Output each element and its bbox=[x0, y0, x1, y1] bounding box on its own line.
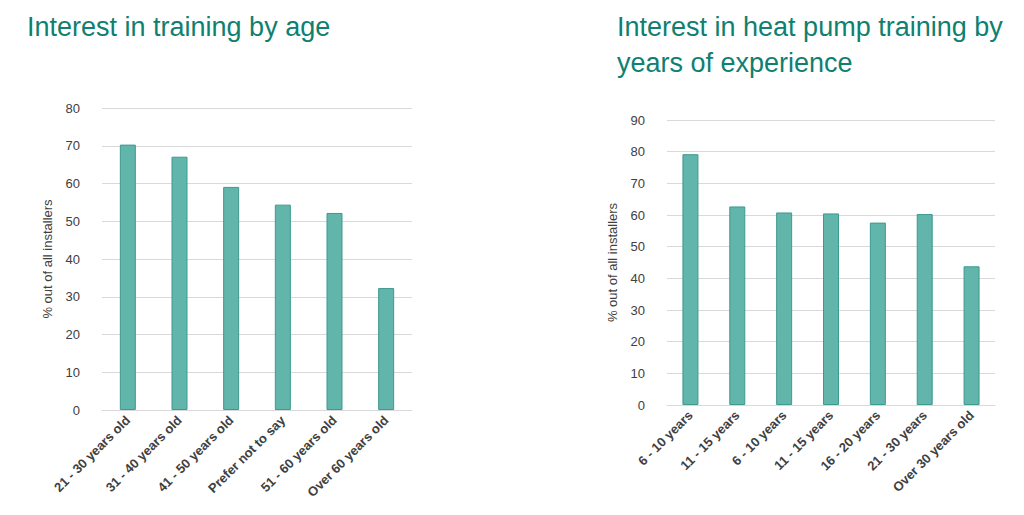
svg-text:40: 40 bbox=[66, 252, 80, 267]
svg-text:6 - 10 years: 6 - 10 years bbox=[635, 407, 696, 469]
svg-text:31 - 40 years old: 31 - 40 years old bbox=[102, 412, 185, 495]
svg-text:Interest in training by age: Interest in training by age bbox=[27, 12, 330, 42]
svg-text:60: 60 bbox=[631, 208, 645, 223]
svg-text:Prefer not to say: Prefer not to say bbox=[205, 412, 289, 496]
svg-text:11 - 15 years: 11 - 15 years bbox=[771, 407, 837, 473]
svg-text:80: 80 bbox=[631, 144, 645, 159]
svg-text:90: 90 bbox=[631, 113, 645, 128]
svg-text:70: 70 bbox=[631, 176, 645, 191]
svg-text:50: 50 bbox=[66, 214, 80, 229]
svg-text:21 - 30 years old: 21 - 30 years old bbox=[51, 412, 134, 495]
svg-text:10: 10 bbox=[66, 365, 80, 380]
svg-text:80: 80 bbox=[66, 101, 80, 116]
svg-text:30: 30 bbox=[631, 303, 645, 318]
svg-text:16 - 20 years: 16 - 20 years bbox=[817, 407, 884, 474]
svg-text:30: 30 bbox=[66, 289, 80, 304]
svg-text:41 - 50 years old: 41 - 50 years old bbox=[154, 412, 237, 495]
svg-text:21 - 30 years: 21 - 30 years bbox=[864, 407, 930, 474]
svg-text:0: 0 bbox=[638, 398, 645, 413]
svg-text:20: 20 bbox=[66, 327, 80, 342]
svg-text:50: 50 bbox=[631, 239, 645, 254]
svg-text:60: 60 bbox=[66, 176, 80, 191]
svg-text:Over 30 years old: Over 30 years old bbox=[890, 408, 977, 495]
svg-text:70: 70 bbox=[66, 138, 80, 153]
svg-text:% out of all installers: % out of all installers bbox=[40, 199, 55, 319]
svg-text:40: 40 bbox=[631, 271, 645, 286]
svg-text:% out of all installers: % out of all installers bbox=[605, 202, 620, 322]
svg-text:10: 10 bbox=[631, 366, 645, 381]
svg-text:6 - 10 years: 6 - 10 years bbox=[728, 407, 790, 469]
svg-text:0: 0 bbox=[73, 403, 80, 418]
svg-text:51 - 60 years old: 51 - 60 years old bbox=[257, 412, 340, 495]
svg-text:20: 20 bbox=[631, 334, 645, 349]
svg-text:11 - 15 years: 11 - 15 years bbox=[677, 408, 742, 473]
svg-text:Interest in heat pump training: Interest in heat pump training by bbox=[617, 12, 1010, 42]
svg-text:Over 60 years old: Over 60 years old bbox=[304, 413, 391, 500]
svg-text:years of experience: years of experience bbox=[617, 48, 853, 78]
